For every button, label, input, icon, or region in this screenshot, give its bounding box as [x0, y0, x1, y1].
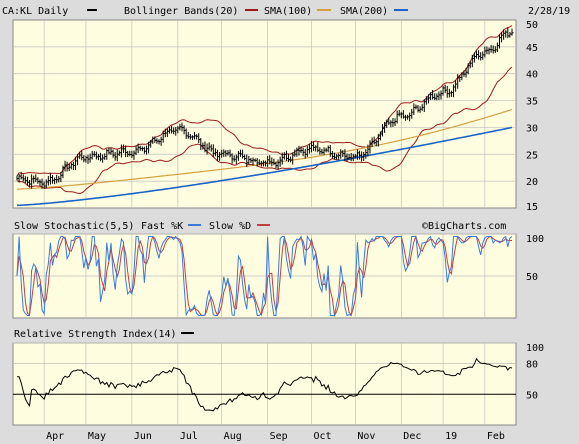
price-tick-label: 35 [526, 97, 538, 108]
x-tick-label: Feb [487, 431, 505, 442]
sma200-label: SMA(200) [340, 6, 388, 17]
price-tick-label: 25 [526, 150, 538, 161]
watermark: ©BigCharts.com [422, 221, 506, 232]
overlay-lines [16, 25, 513, 207]
axis-ticks: Apr May Jun Jul Aug Sep Oct Nov Dec 19 Feb 15 20 25 30… [46, 20, 544, 442]
slow-d-label: Slow %D [209, 221, 251, 232]
x-tick-label: 19 [445, 431, 457, 442]
rsi-title: Relative Strength Index(14) [14, 329, 177, 340]
fast-k-line [16, 234, 513, 317]
date-label: 2/28/19 [528, 6, 570, 17]
x-tick-label: Jul [180, 431, 198, 442]
grid-lines [13, 20, 516, 425]
sma200-line [17, 126, 513, 207]
price-tick-label: 30 [526, 123, 538, 134]
price-tick-label: 50 [526, 20, 538, 31]
x-tick-label: Dec [403, 431, 421, 442]
x-tick-label: May [88, 431, 106, 442]
sma100-line [16, 108, 513, 190]
slow-d-line [16, 234, 512, 318]
symbol-label: CA:KL Daily [2, 6, 68, 17]
rsi-tick-label: 50 [526, 390, 538, 401]
price-tick-label: 40 [526, 70, 538, 81]
bollinger-label: Bollinger Bands(20) [124, 6, 238, 17]
stoch-tick-label: 50 [526, 272, 538, 283]
x-tick-label: Jun [134, 431, 152, 442]
price-tick-label: 15 [526, 202, 538, 213]
price-panel [12, 19, 517, 209]
x-tick-label: Sep [270, 431, 288, 442]
rsi-tick-label: 80 [526, 360, 538, 371]
price-tick-label: 45 [526, 43, 538, 54]
fast-k-label: Fast %K [141, 221, 183, 232]
stoch-tick-label: 100 [526, 234, 544, 245]
indicator-lines [13, 234, 516, 412]
bollinger-lower-line [16, 66, 513, 195]
rsi-panel [12, 342, 517, 426]
price-tick-label: 20 [526, 177, 538, 188]
sma100-label: SMA(100) [264, 6, 312, 17]
price-bars [16, 27, 514, 189]
rsi-tick-label: 100 [526, 343, 544, 354]
x-tick-label: Aug [224, 431, 242, 442]
x-tick-label: Oct [313, 431, 331, 442]
rsi-line [17, 357, 513, 412]
x-tick-label: Apr [46, 431, 64, 442]
stochastic-title: Slow Stochastic(5,5) [14, 221, 134, 232]
x-tick-label: Nov [357, 431, 375, 442]
bollinger-upper-line [16, 25, 513, 177]
